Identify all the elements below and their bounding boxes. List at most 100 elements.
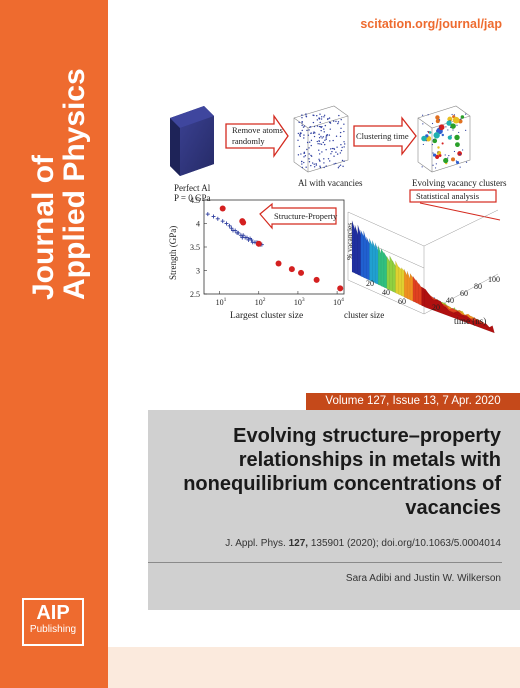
surface-y-ticks: 20 40 60 80 100 [432,275,500,312]
issue-banner: Volume 127, Issue 13, 7 Apr. 2020 [306,393,520,410]
scatter-dot-point [219,205,226,212]
arrow-clustering [353,116,417,156]
cluster-dots [421,113,468,169]
article-title[interactable]: Evolving structure–property relationship… [183,425,501,519]
vacancy-dot [303,125,306,127]
surface-y-label: time (ns) [454,316,486,326]
vacancy-dot [305,115,307,117]
cover-figure: Perfect Al P = 0 GPa Remove atoms random… [148,100,508,340]
cluster-small-dot [456,124,458,126]
cluster-small-dot [422,123,424,125]
cluster-dot [438,124,445,131]
cluster-dot [446,120,452,126]
cluster-dot [421,135,427,142]
vacancy-dot [316,115,318,117]
vacancy-dot [337,121,340,123]
cluster-dot [443,157,449,164]
cluster-dot [447,116,453,122]
cluster-small-dot [433,139,435,141]
vacancy-dot [323,128,325,130]
vacancy-dot [313,114,315,117]
cluster-small-dot [432,152,434,154]
x-tick-label: 10 [255,298,263,307]
vacancy-dot [318,153,321,155]
vacancy-dot [343,143,346,145]
cluster-small-dot [444,154,446,156]
cluster-small-dot [448,155,450,157]
scatter-cross-point [229,226,234,231]
surface-x-tick: 60 [398,297,406,306]
vacancy-dot [320,143,323,145]
y-tick-label: 4.5 [190,196,200,205]
vacancy-dot [310,164,312,167]
surface-x-ticks: 20 40 60 [366,279,406,306]
surface-y-tick: 40 [446,296,454,305]
cluster-small-dot [425,140,427,142]
cluster-small-dot [450,126,452,128]
vacancy-dot [312,132,315,135]
cluster-dot [447,135,452,140]
vacancy-dot [319,165,321,167]
vacancy-dot [325,137,327,139]
article-citation[interactable]: J. Appl. Phys. 127, 135901 (2020); doi.o… [225,538,501,549]
scatter-cross-point [236,230,241,235]
vacancy-dot [306,148,308,151]
vacancy-dot [308,141,311,143]
cluster-small-dot [427,114,429,116]
vacancy-dot [320,118,323,120]
vacancy-dot [301,122,303,124]
vacancy-dot [327,158,330,160]
vacancy-dot [336,146,338,148]
vacancy-dot [339,135,342,138]
scatter-cross-point [211,214,216,219]
citation-volume: 127, [288,538,309,549]
cluster-dot [435,115,440,120]
scatter-cross-point [233,228,238,233]
x-tick-exponent: 3 [302,297,305,303]
vacancy-dot [318,140,320,142]
vacancy-dot [335,162,337,165]
vacancy-dot [340,127,342,129]
cluster-small-dot [432,164,434,166]
vacancy-dot [301,116,303,119]
x-tick-label: 10 [216,298,224,307]
vacancy-dot [307,134,310,136]
cluster-small-dot [458,153,460,156]
cluster-small-dot [447,157,449,159]
scatter-dot-point [298,269,305,276]
journal-url[interactable]: scitation.org/journal/jap [360,17,502,31]
vacancy-dot [329,148,332,150]
vacancy-dot [308,147,310,149]
vacancy-dot [313,166,316,168]
cluster-small-dot [465,129,467,131]
y-tick-label: 3.5 [190,243,200,252]
vacancy-dot [308,129,310,131]
article-panel: Evolving structure–property relationship… [148,410,520,610]
journal-title: Journal of Applied Physics [27,20,91,300]
cluster-dot [450,123,456,129]
vacancy-dot [318,133,320,136]
vacancy-dot [321,151,323,153]
scatter-cross-point [249,237,254,242]
vacancy-dot [340,118,342,121]
vacancy-dot [326,134,328,136]
vacancy-dot [311,162,314,164]
vacancy-dot [339,131,342,134]
vacancy-dot [315,164,318,166]
vacancy-dot [320,126,322,129]
vacancy-dot [297,154,300,156]
cluster-small-dot [453,150,456,153]
x-tick-exponent: 2 [263,297,266,303]
y-axis-label: Strength (GPa) [168,226,178,280]
vacancy-dot [308,161,311,163]
scatter-cross-point [227,223,232,228]
arrow-statistical-label: Statistical analysis [416,191,479,201]
vacancy-dot [301,160,303,163]
vacancy-dot [341,146,343,149]
vacancy-dot [315,163,317,165]
y-tick-label: 2.5 [190,290,200,299]
vacancy-dot [306,129,308,132]
article-authors: Sara Adibi and Justin W. Wilkerson [345,573,501,584]
cluster-small-dot [460,118,462,120]
label-al-vacancies: Al with vacancies [298,178,363,188]
